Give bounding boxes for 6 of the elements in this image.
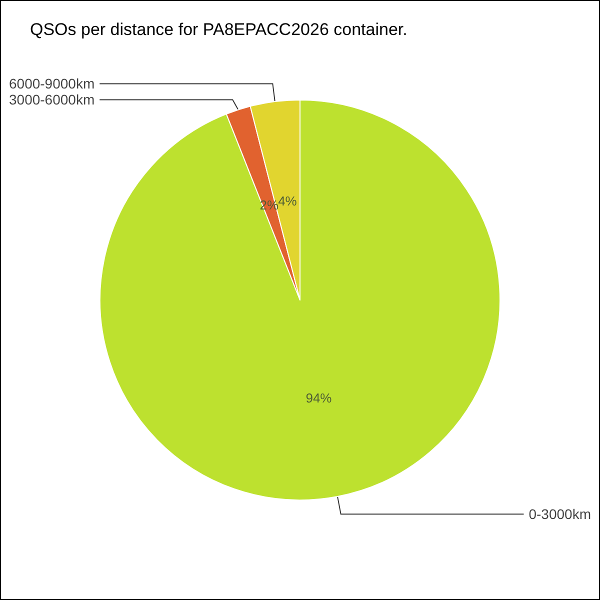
slice-label: 0-3000km [528, 506, 591, 522]
data-label: 4% [278, 193, 298, 208]
slice-label: 3000-6000km [9, 92, 95, 108]
chart-title: QSOs per distance for PA8EPACC2026 container. [30, 20, 408, 39]
slice-label: 6000-9000km [9, 76, 95, 92]
data-label: 94% [306, 390, 332, 406]
